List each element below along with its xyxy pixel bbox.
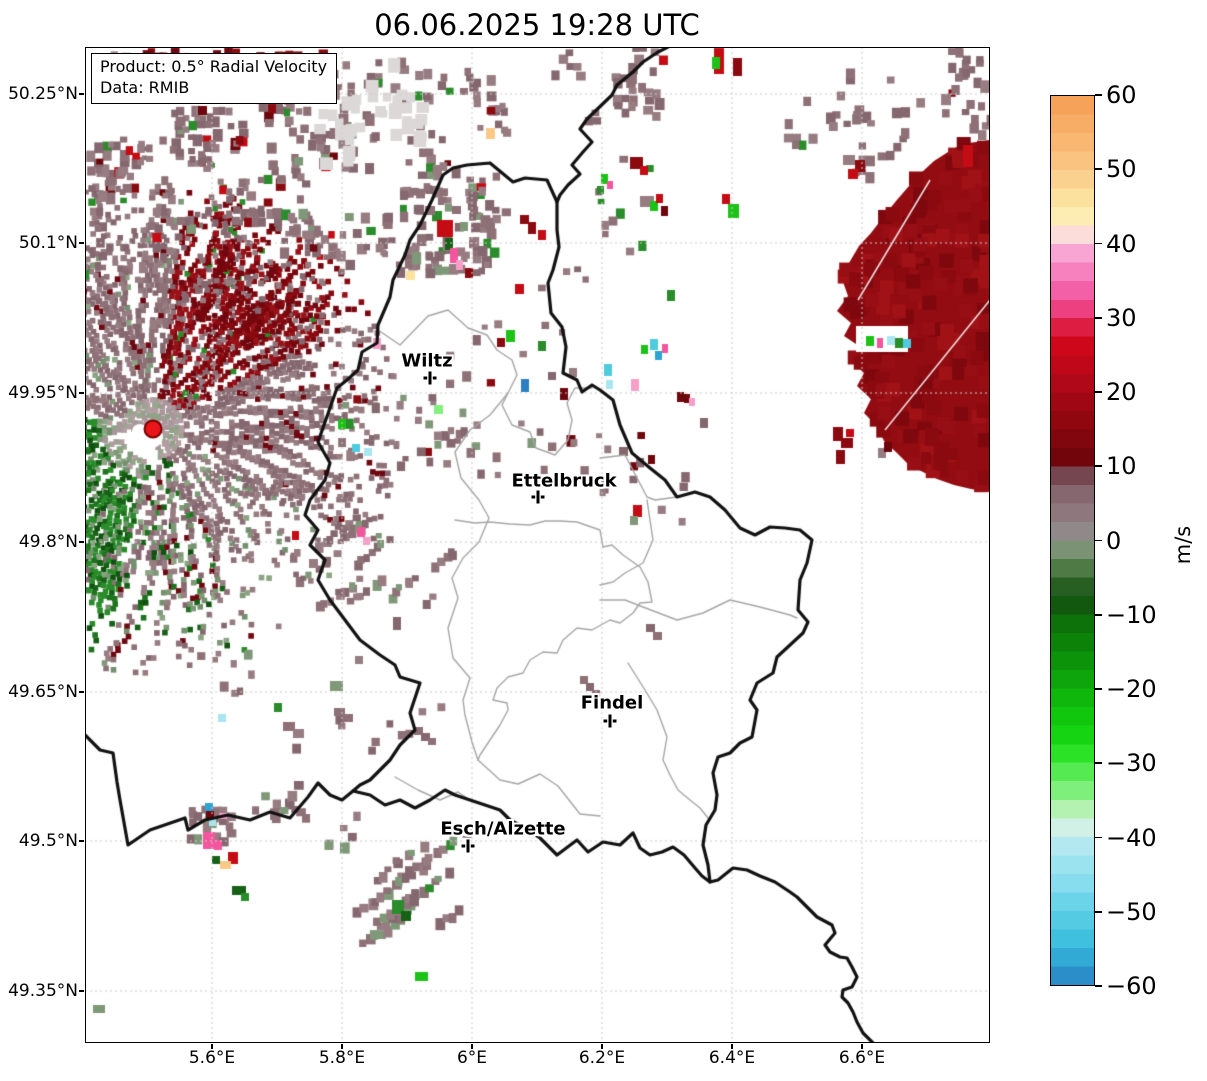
x-tick-label: 5.6°E — [188, 1048, 236, 1068]
product-line: Product: 0.5° Radial Velocity — [100, 57, 328, 76]
y-tick-label: 49.8°N — [18, 532, 78, 552]
colorbar — [1050, 95, 1095, 986]
product-info-box: Product: 0.5° Radial Velocity Data: RMIB — [91, 53, 338, 104]
y-tick-label: 49.5°N — [18, 831, 78, 851]
colorbar-tick-label: −20 — [1106, 675, 1157, 703]
y-tick-mark — [79, 691, 84, 693]
y-tick-mark — [79, 242, 84, 244]
x-tick-label: 6.4°E — [708, 1048, 756, 1068]
colorbar-tick-mark — [1095, 94, 1102, 96]
colorbar-tick-mark — [1095, 316, 1102, 319]
colorbar-tick-mark — [1095, 539, 1102, 542]
city-marker-icon — [461, 839, 475, 853]
colorbar-tick-mark — [1095, 168, 1102, 171]
city-marker-icon — [423, 371, 437, 385]
x-tick-mark — [601, 1044, 603, 1049]
y-tick-label: 50.25°N — [8, 84, 78, 104]
x-tick-label: 6°E — [456, 1048, 488, 1068]
y-tick-label: 49.65°N — [8, 682, 78, 702]
y-tick-label: 50.1°N — [18, 233, 78, 253]
colorbar-tick-label: 0 — [1106, 526, 1122, 555]
colorbar-tick-mark — [1095, 910, 1102, 913]
x-tick-mark — [731, 1044, 733, 1049]
y-tick-label: 49.35°N — [8, 981, 78, 1001]
colorbar-tick-label: −40 — [1106, 823, 1157, 852]
colorbar-tick-mark — [1095, 613, 1102, 616]
x-tick-label: 6.2°E — [578, 1048, 626, 1068]
colorbar-tick-mark — [1095, 391, 1102, 393]
y-tick-mark — [79, 541, 84, 543]
colorbar-tick-label: −60 — [1106, 972, 1157, 1000]
colorbar-tick-mark — [1095, 836, 1102, 839]
colorbar-tick-mark — [1095, 985, 1102, 987]
city-label: Esch/Alzette — [440, 818, 566, 840]
city-marker-icon — [531, 490, 545, 504]
colorbar-tick-mark — [1095, 688, 1102, 690]
city-marker-bar — [466, 839, 470, 853]
city-label: Ettelbruck — [511, 470, 617, 492]
colorbar-tick-label: 20 — [1106, 378, 1137, 406]
x-tick-mark — [471, 1044, 473, 1049]
y-tick-mark — [79, 840, 84, 842]
colorbar-tick-mark — [1095, 465, 1102, 468]
colorbar-tick-label: 60 — [1106, 81, 1137, 109]
city-marker-bar — [608, 714, 612, 728]
data-source-line: Data: RMIB — [100, 77, 190, 97]
y-tick-mark — [79, 392, 84, 394]
city-marker-bar — [536, 490, 540, 504]
colorbar-unit-label: m/s — [1171, 525, 1195, 565]
colorbar-tick-mark — [1095, 762, 1102, 765]
colorbar-tick-label: 40 — [1106, 229, 1137, 258]
colorbar-tick-label: 30 — [1106, 303, 1137, 332]
figure-title: 06.06.2025 19:28 UTC — [374, 8, 700, 42]
x-tick-mark — [341, 1044, 343, 1049]
x-tick-mark — [861, 1044, 863, 1049]
colorbar-tick-label: −10 — [1106, 600, 1157, 629]
city-label: Findel — [580, 692, 644, 714]
y-tick-label: 49.95°N — [8, 383, 78, 403]
colorbar-tick-label: −30 — [1106, 749, 1157, 778]
city-marker-icon — [603, 714, 617, 728]
y-tick-mark — [79, 990, 84, 992]
x-tick-mark — [211, 1044, 213, 1049]
y-tick-mark — [79, 93, 84, 95]
colorbar-tick-label: 10 — [1106, 452, 1137, 481]
colorbar-tick-label: 50 — [1106, 155, 1137, 184]
city-marker-bar — [428, 371, 432, 385]
city-label: Wiltz — [401, 350, 453, 372]
colorbar-tick-label: −50 — [1106, 897, 1157, 926]
radar-map-canvas — [85, 47, 990, 1043]
colorbar-tick-mark — [1095, 242, 1102, 245]
x-tick-label: 6.6°E — [838, 1048, 886, 1068]
x-tick-label: 5.8°E — [318, 1048, 366, 1068]
